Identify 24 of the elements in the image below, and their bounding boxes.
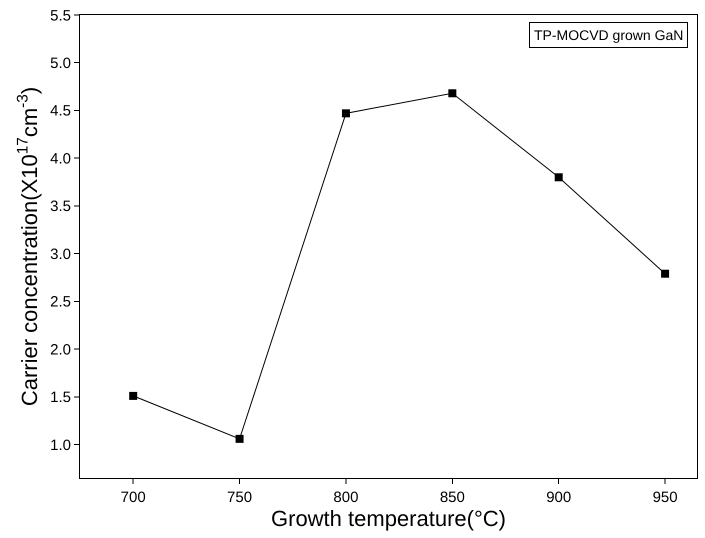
x-tick-label: 700	[120, 489, 146, 506]
x-tick-label: 850	[440, 489, 465, 506]
x-tick-label: 900	[546, 489, 572, 506]
point	[661, 270, 670, 278]
point	[342, 109, 350, 118]
x-tick-label: 750	[227, 489, 252, 506]
y-tick-label: 4.5	[50, 102, 71, 120]
y-tick-label: 5.5	[50, 7, 71, 24]
x-tick-label: 800	[333, 489, 358, 506]
y-tick-label: 1.0	[50, 436, 71, 454]
point	[448, 89, 456, 98]
x-axis-title: Growth temperature(°C)	[271, 506, 506, 531]
annotation: TP-MOCVD grown GaN	[534, 27, 684, 43]
y-tick-label: 2.0	[50, 341, 71, 358]
point	[129, 392, 138, 400]
y-tick-label: 1.5	[50, 389, 71, 406]
y-tick-label: 5.0	[50, 54, 71, 72]
y-tick-label: 4.0	[50, 150, 71, 168]
x-tick-label: 950	[652, 489, 678, 506]
y-tick-label: 2.5	[50, 294, 71, 311]
y-tick-label: 3.0	[50, 246, 71, 263]
point	[236, 434, 244, 443]
point	[554, 173, 563, 182]
y-tick-label: 3.5	[50, 198, 71, 216]
